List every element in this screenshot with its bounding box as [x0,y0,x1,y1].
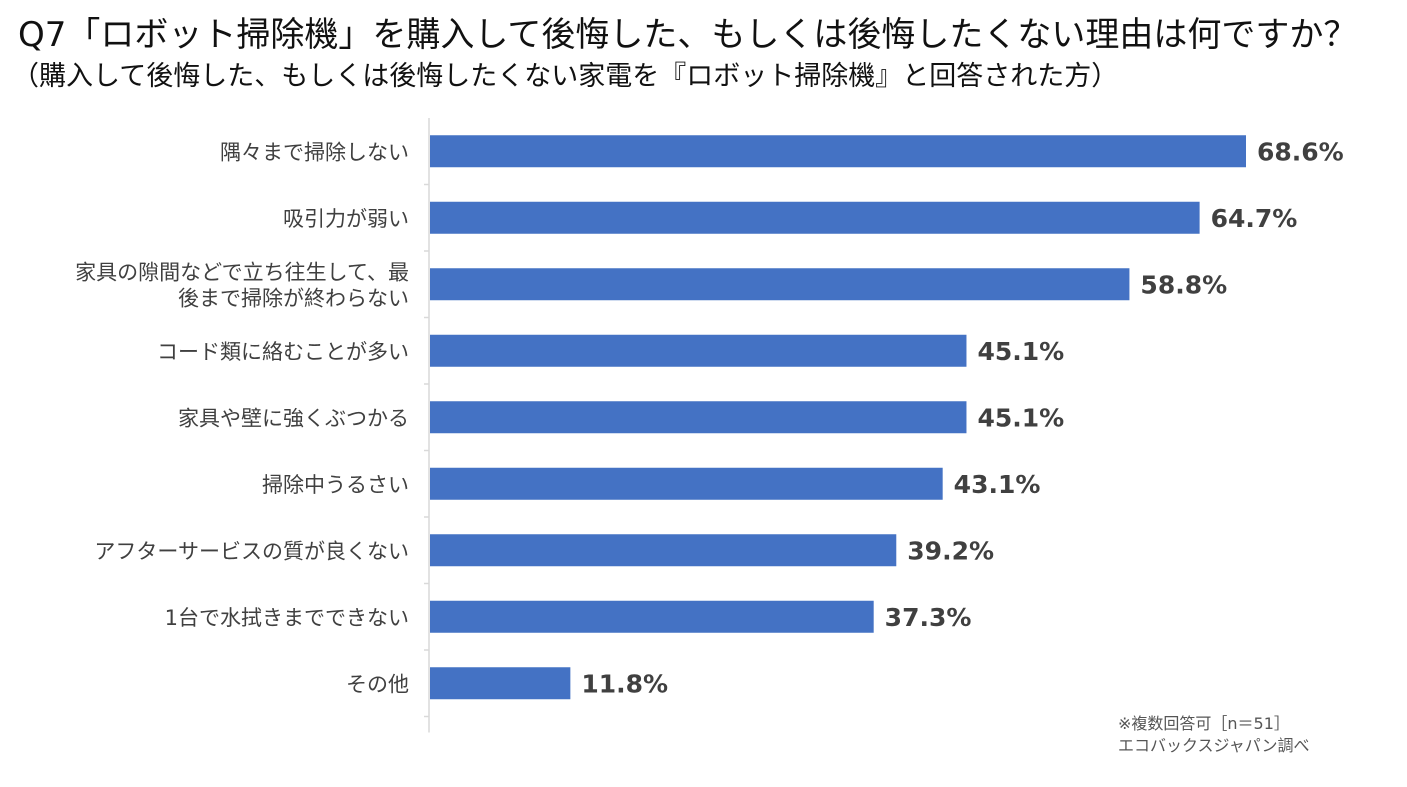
category-label-8: 1台で水拭きまでできない [165,606,409,630]
category-label-6: 掃除中うるさい [262,473,409,497]
value-label-4: 45.1% [977,337,1064,366]
category-label-5: 家具や壁に強くぶつかる [178,406,409,430]
category-label-1: 隅々まで掃除しない [220,140,409,164]
value-label-9: 11.8% [581,669,668,698]
category-label-line: コード類に絡むことが多い [157,340,409,364]
category-label-line: その他 [346,672,409,696]
category-label-3: 家具の隙間などで立ち往生して、最後まで掃除が終わらない [75,260,409,310]
category-label-2: 吸引力が弱い [283,207,409,231]
category-label-4: コード類に絡むことが多い [157,340,409,364]
category-label-line: 掃除中うるさい [262,473,409,497]
value-label-2: 64.7% [1211,204,1298,233]
category-label-line: 家具の隙間などで立ち往生して、最 [75,260,409,284]
bar-2 [430,201,1200,234]
value-label-5: 45.1% [977,403,1064,432]
chart-subtitle: （購入して後悔した、もしくは後悔したくない家電を『ロボット掃除機』と回答された方… [12,61,1119,92]
chart-title: Q7「ロボット掃除機」を購入して後悔した、もしくは後悔したくない理由は何ですか？ [18,15,1358,55]
value-label-7: 39.2% [907,536,994,565]
category-label-9: その他 [346,672,409,696]
bar-6 [430,467,943,500]
value-label-1: 68.6% [1257,137,1344,166]
category-label-line: 家具や壁に強くぶつかる [178,406,409,430]
bar-5 [430,401,967,434]
source-note: エコバックスジャパン調べ [1118,736,1310,755]
category-label-line: 隅々まで掃除しない [220,140,409,164]
category-label-7: アフターサービスの質が良くない [94,539,409,563]
category-label-line: 後まで掃除が終わらない [178,286,409,310]
sample-note: ※複数回答可［n＝51］ [1118,714,1290,733]
category-label-line: 1台で水拭きまでできない [165,606,409,630]
bar-7 [430,534,897,567]
category-label-line: アフターサービスの質が良くない [94,539,409,563]
value-label-8: 37.3% [885,603,972,632]
category-label-line: 吸引力が弱い [283,207,409,231]
value-label-6: 43.1% [954,470,1041,499]
bar-3 [430,268,1130,301]
bar-9 [430,667,571,700]
bar-4 [430,334,967,367]
value-label-3: 58.8% [1140,270,1227,299]
bar-1 [430,135,1246,168]
bar-8 [430,600,874,633]
